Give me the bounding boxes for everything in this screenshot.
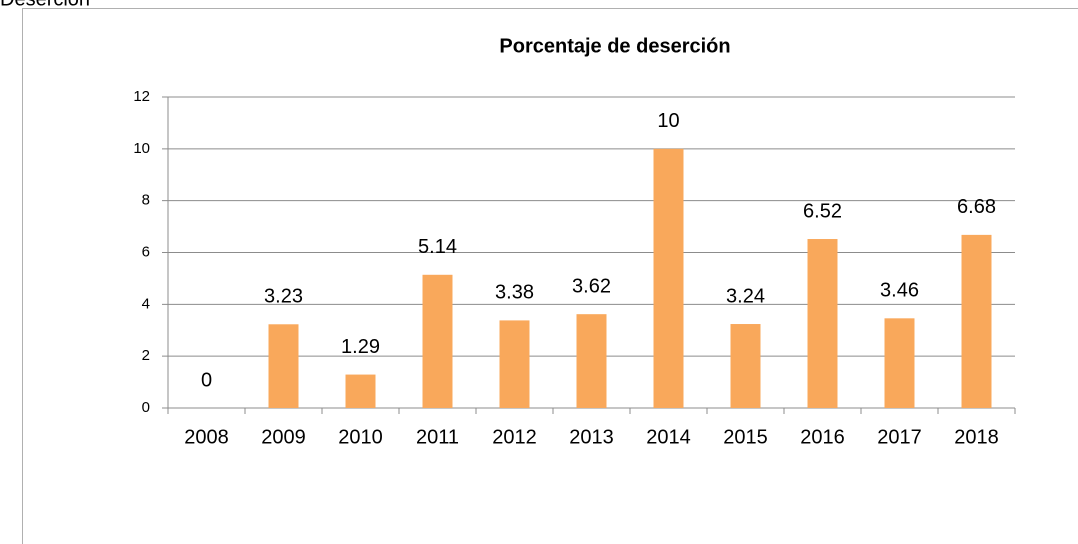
data-label: 5.14 <box>418 236 457 258</box>
data-label: 0 <box>201 369 212 391</box>
data-label: 3.24 <box>726 285 765 307</box>
data-label: 3.46 <box>880 280 919 302</box>
bar <box>730 324 761 408</box>
bar <box>345 374 376 408</box>
x-tick-label: 2013 <box>569 426 614 448</box>
bar <box>961 234 992 408</box>
x-tick-label: 2009 <box>261 426 306 448</box>
data-label: 10 <box>657 110 679 132</box>
x-tick-label: 2017 <box>877 426 922 448</box>
data-label: 6.52 <box>803 200 842 222</box>
chart-frame <box>22 8 1078 544</box>
x-tick-label: 2014 <box>646 426 691 448</box>
data-label: 1.29 <box>341 336 380 358</box>
page-title: Deserción <box>0 0 90 10</box>
bar <box>653 148 684 409</box>
x-tick-label: 2018 <box>954 426 999 448</box>
data-label: 3.62 <box>572 275 611 297</box>
y-tick-label: 0 <box>142 399 150 416</box>
bar <box>807 239 838 408</box>
chart-title: Porcentaje de deserción <box>499 35 730 57</box>
bar <box>499 320 530 408</box>
y-tick-label: 8 <box>142 192 150 209</box>
x-tick-label: 2008 <box>184 426 229 448</box>
data-label: 3.23 <box>264 286 303 308</box>
y-tick-label: 12 <box>133 88 150 105</box>
y-tick-label: 2 <box>142 347 150 364</box>
x-tick-label: 2010 <box>338 426 383 448</box>
x-tick-label: 2016 <box>800 426 845 448</box>
y-tick-label: 10 <box>133 140 150 157</box>
data-label: 3.38 <box>495 282 534 304</box>
x-tick-label: 2015 <box>723 426 768 448</box>
bar <box>884 318 915 408</box>
bar <box>422 274 453 408</box>
x-tick-label: 2012 <box>492 426 537 448</box>
data-label: 6.68 <box>957 196 996 218</box>
x-tick-label: 2011 <box>416 426 459 448</box>
y-tick-label: 4 <box>142 295 150 312</box>
y-tick-label: 6 <box>142 243 150 260</box>
bar <box>268 324 299 408</box>
bar <box>576 314 607 408</box>
